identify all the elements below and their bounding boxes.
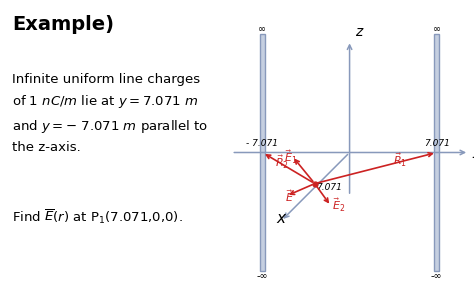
Text: 7.071: 7.071: [424, 139, 450, 148]
Text: $y$: $y$: [472, 144, 474, 160]
Bar: [434, 34, 439, 271]
Text: 7.071: 7.071: [317, 183, 343, 192]
Text: - 7.071: - 7.071: [246, 139, 279, 148]
Bar: [260, 34, 265, 271]
Text: $\vec{E}_1$: $\vec{E}_1$: [283, 149, 297, 166]
Text: $\vec{R}_2$: $\vec{R}_2$: [275, 154, 289, 171]
Text: -∞: -∞: [256, 271, 268, 281]
Text: $z$: $z$: [355, 25, 364, 39]
Text: -∞: -∞: [431, 271, 443, 281]
Text: Infinite uniform line charges
of $\mathit{1\ nC/m}$ lie at $y = \mathit{7.071\ m: Infinite uniform line charges of $\mathi…: [12, 73, 208, 154]
Text: Example): Example): [12, 15, 114, 34]
Text: ∞: ∞: [433, 24, 441, 34]
Text: $\vec{E}$: $\vec{E}$: [285, 188, 294, 204]
Text: ∞: ∞: [258, 24, 266, 34]
Text: Find $\overline{E}(r)$ at P$_1$(7.071,0,0).: Find $\overline{E}(r)$ at P$_1$(7.071,0,…: [12, 207, 183, 226]
Text: $\vec{R}_1$: $\vec{R}_1$: [393, 151, 407, 169]
Text: $x$: $x$: [276, 211, 288, 226]
Text: $\vec{E}_2$: $\vec{E}_2$: [332, 196, 346, 214]
